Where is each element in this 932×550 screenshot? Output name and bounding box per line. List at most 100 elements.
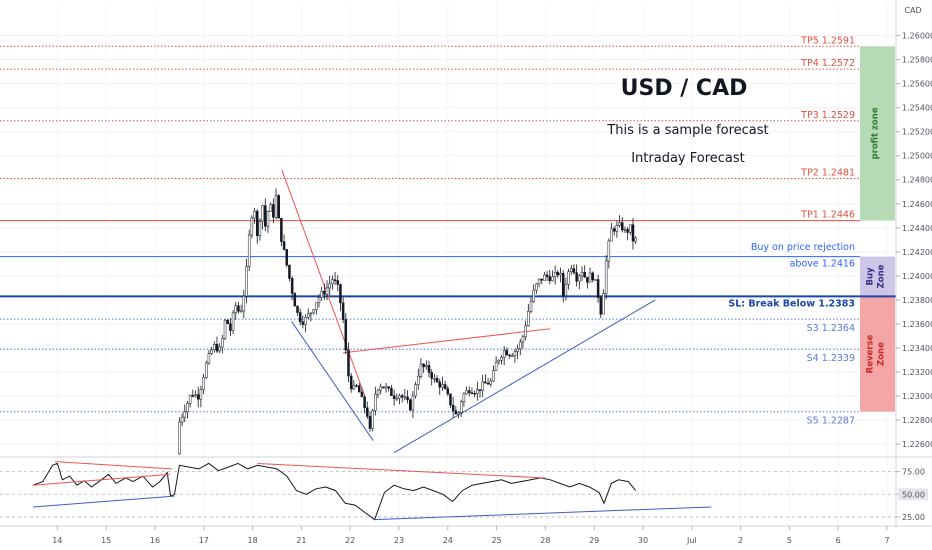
time-tick-label: 30 (638, 536, 648, 545)
candle-body (387, 386, 391, 389)
candle-body (242, 295, 246, 312)
candle-body (180, 416, 184, 423)
candle-body (333, 279, 337, 281)
candle-body (411, 395, 415, 411)
trendlines (281, 169, 656, 454)
candle-body (414, 384, 417, 397)
candle-body (470, 392, 474, 394)
candle-body (323, 290, 326, 295)
candle-body (553, 272, 557, 278)
candle-body (457, 412, 460, 415)
candle-body (451, 404, 455, 411)
candle-body (301, 321, 305, 325)
candle-body (462, 393, 466, 403)
level-labels: TP5 1.2591 TP4 1.2572 TP3 1.2529 TP2 1.2481… (728, 35, 855, 426)
time-tick-label: 5 (787, 536, 792, 545)
osc-trendline (257, 462, 546, 479)
time-tick-label: 28 (540, 536, 550, 545)
candle-body (339, 284, 342, 304)
candle-body (317, 296, 321, 304)
price-axis[interactable]: 1.26000 1.25800 1.25600 1.25400 1.25200 1.250… (895, 0, 932, 550)
zone-label: Reverse (866, 334, 876, 373)
candle-body (384, 386, 388, 389)
trendline (342, 328, 551, 354)
level-lines (0, 45, 896, 413)
candle-body (349, 375, 353, 390)
price-tick-label: 1.22800 (902, 416, 932, 425)
candle-body (510, 355, 514, 358)
candle-body (296, 305, 299, 313)
candle-body (309, 312, 313, 315)
candle-body (540, 278, 543, 281)
candle-body (196, 394, 200, 400)
candle-body (366, 407, 369, 417)
candle-body (610, 228, 613, 242)
osc-tick-label: 25.00 (902, 513, 925, 522)
time-tick-label: 18 (248, 536, 258, 545)
candle-body (529, 300, 533, 312)
candle-body (371, 410, 374, 429)
level-label: S4 1.2339 (807, 353, 855, 364)
time-tick-label: 21 (296, 536, 306, 545)
candle-body (583, 272, 586, 278)
candle-body (489, 380, 492, 385)
candle-body (634, 237, 637, 242)
candle-body (282, 241, 286, 250)
candle-body (390, 387, 393, 396)
candle-body (492, 370, 495, 382)
price-tick-label: 1.25800 (902, 56, 932, 65)
candle-body (210, 349, 213, 354)
candle-body (502, 350, 506, 358)
level-note: Buy on price rejection (751, 242, 855, 253)
level-label: TP1 1.2446 (800, 210, 855, 221)
time-tick-label: 6 (836, 536, 841, 545)
candle-body (288, 264, 291, 279)
candle-body (419, 363, 423, 377)
candle-body (213, 344, 216, 351)
candle-body (261, 205, 264, 222)
candle-body (269, 204, 272, 212)
candle-body (575, 272, 578, 282)
osc-trendline (32, 473, 170, 486)
candle-body (441, 384, 444, 388)
time-tick-label: 24 (443, 536, 453, 545)
candle-body (521, 336, 525, 343)
level-label: S3 1.2364 (807, 323, 855, 334)
candle-body (449, 393, 452, 406)
candle-body (422, 363, 425, 368)
level-label: above 1.2416 (790, 259, 855, 270)
candle-body (570, 268, 573, 272)
time-tick-label: 25 (492, 536, 502, 545)
candle-body (433, 378, 436, 380)
candle-body (580, 272, 584, 277)
osc-trendline (32, 495, 175, 508)
time-tick-label: 16 (150, 536, 160, 545)
candle-body (229, 323, 232, 331)
candle-body (374, 394, 377, 411)
candle-body (556, 272, 560, 276)
candle-body (266, 211, 270, 227)
candle-body (494, 361, 498, 371)
candle-body (513, 351, 517, 357)
osc-tick-label: 75.00 (902, 468, 925, 477)
price-axis-unit: CAD (904, 6, 921, 15)
candle-body (403, 396, 407, 399)
candle-body (438, 381, 441, 388)
candle-body (395, 397, 399, 400)
candle-body (543, 274, 546, 281)
candle-body (223, 319, 227, 339)
candle-body (559, 273, 562, 276)
candle-body (465, 390, 468, 395)
candle-body (621, 222, 624, 231)
osc-trendline (374, 506, 712, 521)
candle-body (459, 401, 463, 413)
candle-body (298, 312, 302, 323)
candle-body (344, 319, 348, 351)
candle-body (194, 394, 197, 397)
candle-body (524, 325, 527, 338)
price-tick-label: 1.23600 (902, 320, 932, 329)
time-axis[interactable]: 14 15 16 17 18 21 22 23 24 25 28 29 30 Jul 2 5 6 7 (0, 526, 932, 550)
price-tick-label: 1.23200 (902, 368, 932, 377)
